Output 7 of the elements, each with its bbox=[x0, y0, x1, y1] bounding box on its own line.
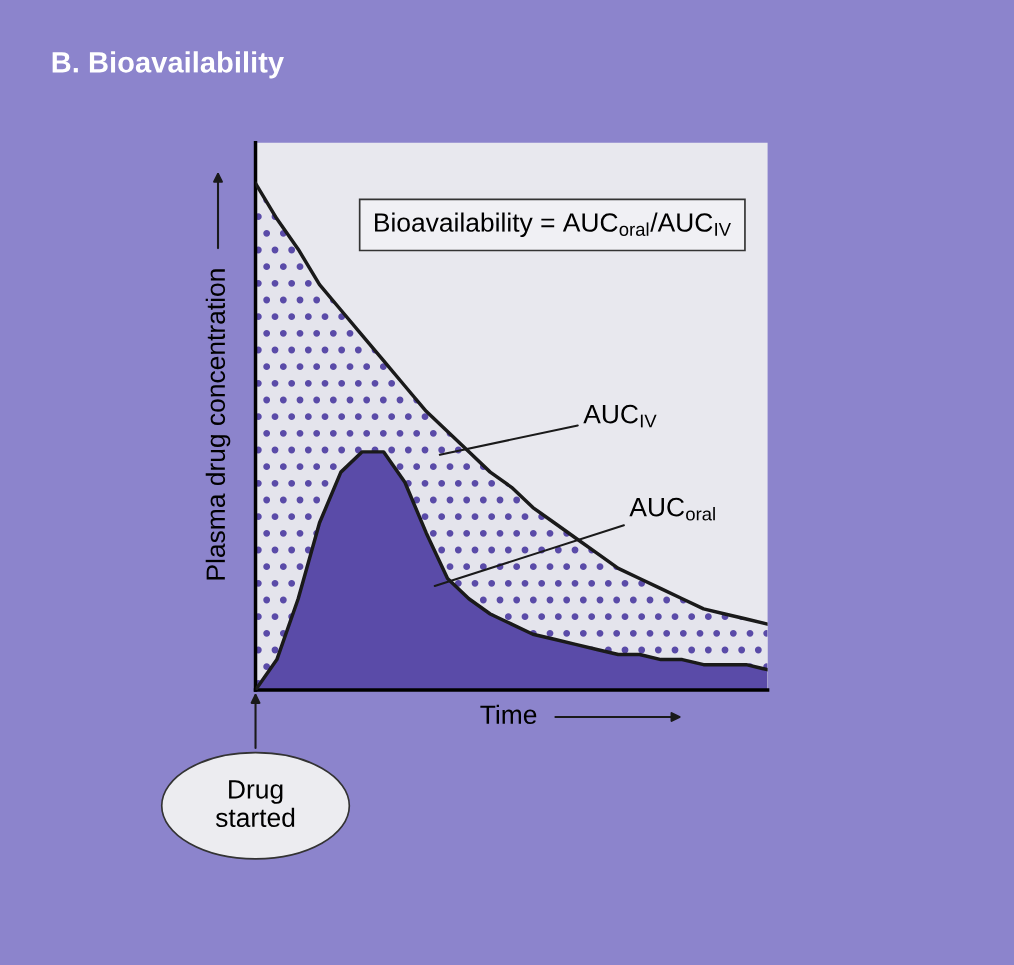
chart-title: B. Bioavailability bbox=[52, 51, 284, 79]
annotation: AUC$_{oral}$ bbox=[629, 497, 715, 521]
annotation: Bioavailability = AUC$_{oral}$/AUC$_{IV}$ bbox=[375, 212, 731, 238]
annotation: AUC$_{IV}$ bbox=[583, 404, 657, 428]
x-axis-title: Time bbox=[480, 704, 537, 725]
y-axis-title: Plasma drug concentration bbox=[205, 269, 231, 580]
text: Drug started bbox=[215, 780, 295, 828]
